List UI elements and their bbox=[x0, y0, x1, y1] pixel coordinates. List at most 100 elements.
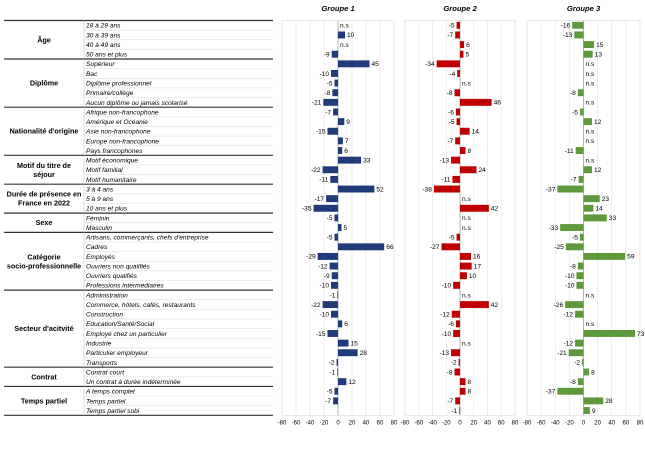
na-label: n.s bbox=[340, 23, 349, 30]
data-label: -22 bbox=[311, 302, 321, 309]
data-label: 42 bbox=[491, 206, 499, 213]
na-label: n.s bbox=[462, 196, 471, 203]
data-label: 10 bbox=[469, 273, 477, 280]
bar bbox=[460, 252, 471, 260]
x-tick-label: -60 bbox=[292, 420, 301, 426]
data-label: -26 bbox=[554, 302, 564, 309]
x-tick-label: 60 bbox=[377, 420, 384, 426]
subcategory-label: Primaire/collège bbox=[86, 90, 134, 97]
bar bbox=[460, 272, 467, 280]
subcategory-label: Ouvriers qualifiés bbox=[86, 273, 138, 280]
data-label: -29 bbox=[306, 254, 316, 261]
data-label: 15 bbox=[351, 340, 359, 347]
x-tick-label: 40 bbox=[363, 420, 370, 426]
x-tick-label: -80 bbox=[278, 420, 287, 426]
data-label: -2 bbox=[329, 360, 335, 367]
data-label: -12 bbox=[563, 340, 573, 347]
subcategory-label: Masculin bbox=[86, 225, 112, 232]
x-tick-label: -80 bbox=[401, 420, 410, 426]
bar bbox=[452, 175, 460, 183]
bar bbox=[338, 320, 343, 328]
bar bbox=[337, 368, 339, 376]
x-tick-label: 40 bbox=[484, 420, 491, 426]
data-label: 8 bbox=[591, 369, 595, 376]
subcategory-label: 5 à 9 ans bbox=[86, 196, 114, 203]
data-label: -21 bbox=[557, 350, 567, 357]
data-label: -8 bbox=[325, 90, 331, 97]
series-title: Groupe 2 bbox=[443, 4, 477, 13]
data-label: -8 bbox=[570, 379, 576, 386]
bar bbox=[460, 387, 466, 395]
category-label: Secteur d'acitvité bbox=[14, 324, 73, 333]
data-label: -5 bbox=[327, 234, 333, 241]
data-label: -17 bbox=[315, 196, 325, 203]
subcategory-label: 50 ans et plus bbox=[86, 52, 128, 59]
subcategory-label: Amérique et Océanie bbox=[85, 119, 148, 126]
bar bbox=[459, 407, 461, 414]
na-label: n.s bbox=[586, 100, 595, 107]
subcategory-label: Afrique non-francophone bbox=[85, 109, 159, 116]
data-label: -21 bbox=[312, 100, 322, 107]
data-label: -22 bbox=[311, 167, 321, 174]
data-label: -12 bbox=[318, 263, 328, 270]
bar bbox=[455, 31, 460, 39]
subcategory-label: Artisans, commerçants, chefs d'entrepris… bbox=[85, 235, 209, 242]
bar bbox=[583, 397, 604, 405]
subcategory-label: Pays francophones bbox=[86, 148, 143, 155]
data-label: 45 bbox=[372, 61, 380, 68]
data-label: -11 bbox=[441, 177, 450, 184]
data-label: -16 bbox=[561, 23, 571, 30]
data-label: 12 bbox=[594, 167, 602, 174]
data-label: -35 bbox=[302, 206, 312, 213]
subcategory-label: Contrat court bbox=[86, 369, 125, 376]
bar bbox=[330, 175, 338, 183]
bar bbox=[334, 387, 338, 395]
subcategory-label: Un contrat à durée indéterminée bbox=[86, 379, 181, 386]
bar bbox=[336, 358, 338, 366]
bar bbox=[333, 108, 338, 116]
bar bbox=[338, 60, 370, 68]
bar bbox=[574, 31, 584, 39]
bar bbox=[460, 41, 465, 49]
subcategory-label: Motif humanitaire bbox=[86, 177, 137, 184]
bar bbox=[577, 89, 584, 97]
data-label: 59 bbox=[627, 254, 635, 261]
bar bbox=[557, 185, 584, 193]
bar bbox=[331, 69, 338, 77]
bar bbox=[457, 69, 460, 77]
x-tick-label: 0 bbox=[458, 420, 462, 426]
data-label: -8 bbox=[447, 369, 453, 376]
bar bbox=[326, 195, 338, 203]
bar bbox=[334, 214, 338, 222]
category-label: Durée de présence en France en 2022 bbox=[7, 190, 82, 208]
data-label: 5 bbox=[465, 52, 469, 59]
data-label: -25 bbox=[554, 244, 564, 251]
data-label: -5 bbox=[572, 109, 578, 116]
bar bbox=[460, 98, 492, 106]
na-label: n.s bbox=[586, 292, 595, 299]
x-tick-label: -20 bbox=[320, 420, 329, 426]
na-label: n.s bbox=[586, 71, 595, 78]
bar bbox=[334, 79, 338, 87]
bar bbox=[453, 281, 460, 289]
category-label: Motif du titre de séjour bbox=[17, 161, 71, 179]
data-label: -9 bbox=[324, 273, 330, 280]
data-label: 8 bbox=[468, 379, 472, 386]
data-label: -5 bbox=[449, 119, 455, 126]
data-label: 12 bbox=[594, 119, 602, 126]
data-label: 33 bbox=[363, 157, 371, 164]
data-label: 10 bbox=[347, 32, 355, 39]
bar bbox=[456, 21, 460, 29]
bar bbox=[329, 262, 338, 270]
series-title: Groupe 3 bbox=[567, 4, 601, 13]
data-label: 7 bbox=[345, 138, 349, 145]
data-label: -13 bbox=[440, 350, 450, 357]
data-label: 6 bbox=[344, 321, 348, 328]
category-label: Âge bbox=[37, 35, 51, 44]
bar bbox=[331, 272, 338, 280]
subcategory-label: 18 à 29 ans bbox=[86, 23, 121, 30]
data-label: 14 bbox=[472, 129, 480, 136]
category-label: Contrat bbox=[31, 372, 57, 381]
data-label: 46 bbox=[494, 100, 502, 107]
data-label: -8 bbox=[570, 263, 576, 270]
